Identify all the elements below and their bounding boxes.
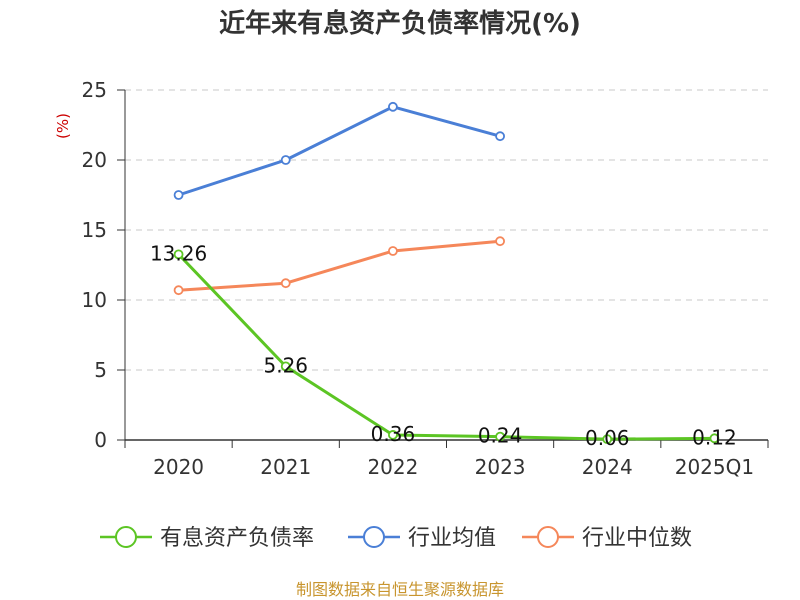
legend-marker-0 (115, 526, 137, 548)
y-tick-label-15: 15 (82, 218, 107, 242)
data-label-2022: 0.36 (371, 422, 416, 446)
data-labels: 13.26 5.26 0.36 0.24 0.06 0.12 (150, 241, 737, 450)
series-2-point-2021 (280, 278, 291, 289)
x-tick-label-2020: 2020 (153, 455, 204, 479)
series-0-point-2023 (495, 431, 505, 442)
series-1-point-2020 (173, 190, 184, 200)
y-tick-label-20: 20 (82, 148, 107, 172)
series-2-point-2022 (388, 246, 398, 256)
series-line-2 (178, 239, 501, 292)
legend: 有息资产负债率 行业均值 行业中位数 (100, 526, 692, 551)
legend-label-2: 行业中位数 (582, 526, 692, 551)
x-tick-label-2025Q1: 2025Q1 (675, 455, 754, 479)
x-tick-label-2021: 2021 (260, 455, 311, 479)
y-tick-label-5: 5 (94, 358, 107, 382)
x-tick-label-2022: 2022 (367, 455, 418, 479)
legend-marker-2 (537, 526, 559, 548)
series-line-1 (178, 105, 501, 197)
chart-title: 近年来有息资产负债率情况(%) (219, 8, 581, 39)
data-label-2021: 5.26 (263, 353, 308, 377)
source-note: 制图数据来自恒生聚源数据库 (296, 580, 504, 599)
series-0-point-2020 (173, 249, 184, 260)
legend-label-0: 有息资产负债率 (160, 526, 314, 551)
data-label-2020: 13.26 (150, 241, 207, 265)
series-line-0 (177, 253, 715, 441)
series-1-point-2022 (388, 101, 398, 112)
series-0-point-2025Q1 (709, 433, 720, 444)
x-tick-label-2023: 2023 (475, 455, 526, 479)
x-ticks: 2020 2021 2022 2023 2024 2025Q1 (124, 440, 769, 479)
data-label-2025Q1: 0.12 (692, 425, 737, 449)
series-0-point-2021 (280, 361, 291, 372)
data-label-2023: 0.24 (478, 424, 523, 448)
series-1-point-2023 (495, 131, 505, 142)
axes (124, 90, 768, 441)
legend-label-1: 行业均值 (408, 526, 496, 551)
gridlines (125, 89, 768, 371)
series-1-point-2021 (280, 155, 291, 165)
y-tick-label-25: 25 (82, 78, 107, 102)
series-0-point-2022 (388, 430, 398, 440)
x-tick-label-2024: 2024 (582, 455, 633, 479)
legend-marker-1 (363, 526, 385, 548)
y-tick-label-10: 10 (82, 288, 107, 312)
series-2-point-2020 (173, 285, 184, 296)
series-0-point-2024 (602, 434, 613, 445)
data-label-2024: 0.06 (585, 426, 630, 450)
series-group (173, 101, 720, 445)
y-ticks: 0 5 10 15 20 25 (82, 78, 125, 452)
series-2-point-2023 (495, 236, 505, 247)
y-axis-label: (%) (54, 113, 72, 139)
y-tick-label-0: 0 (94, 428, 107, 452)
